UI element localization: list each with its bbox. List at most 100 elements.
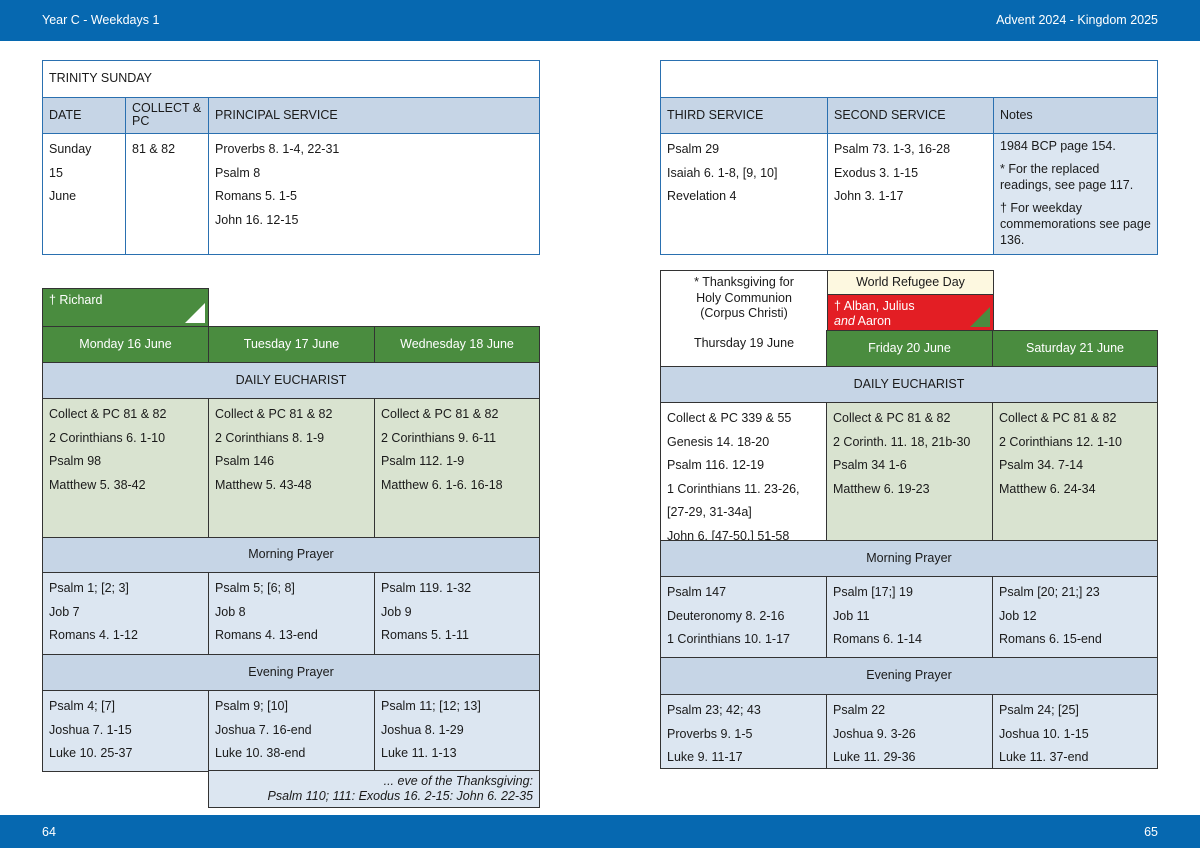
third-cell: Psalm 29 Isaiah 6. 1-8, [9, 10] Revelation… (660, 133, 828, 255)
day-label: Wednesday 18 June (400, 337, 514, 351)
reading-line: Psalm 4; [7] (49, 699, 115, 713)
col-header-notes: Notes (993, 97, 1158, 134)
morning-prayer-cell: Psalm 119. 1-32 Job 9 Romans 5. 1-11 (374, 572, 540, 655)
date-line: 15 (49, 165, 63, 180)
band-morning-label: Morning Prayer (248, 547, 334, 561)
reading-line: Psalm 1; [2; 3] (49, 581, 129, 595)
reading-line: Romans 5. 1-11 (381, 628, 470, 642)
morning-prayer-cell: Psalm [17;] 19 Job 11 Romans 6. 1-14 (826, 576, 993, 658)
band-eucharist: DAILY EUCHARIST (660, 366, 1158, 403)
reading-line: Proverbs 9. 1-5 (667, 726, 753, 741)
band-morning: Morning Prayer (660, 540, 1158, 577)
reading-line: Romans 6. 15-end (999, 632, 1102, 646)
reading-line: Psalm 112. 1-9 (381, 454, 465, 468)
commemoration-richard: † Richard (42, 288, 209, 327)
reading-line: Collect & PC 81 & 82 (999, 411, 1117, 425)
reading-line: Psalm 11; [12; 13] (381, 699, 481, 713)
second-cell: Psalm 73. 1-3, 16-28 Exodus 3. 1-15 John 3… (827, 133, 994, 255)
reading-line: Joshua 10. 1-15 (999, 726, 1089, 741)
eve-note-line: ... eve of the Thanksgiving: (383, 774, 533, 788)
col-date-label: DATE (49, 108, 82, 122)
reading-line: Joshua 7. 1-15 (49, 722, 132, 737)
eucharist-cell: Collect & PC 81 & 82 2 Corinthians 8. 1-9… (208, 398, 375, 538)
commemoration-rest: Aaron (854, 314, 891, 328)
eucharist-cell: Collect & PC 81 & 82 2 Corinthians 12. 1-… (992, 402, 1158, 541)
notes-cell: 1984 BCP page 154. * For the replaced rea… (993, 133, 1158, 255)
reading-line: Matthew 6. 24-34 (999, 481, 1096, 496)
evening-prayer-cell: Psalm 22 Joshua 9. 3-26 Luke 11. 29-36 (826, 694, 993, 769)
reading-line: Exodus 3. 1-15 (834, 165, 919, 180)
reading-line: Collect & PC 81 & 82 (49, 407, 167, 421)
reading-line: Matthew 5. 43-48 (215, 477, 312, 492)
reading-line: Psalm 22 (833, 703, 886, 717)
reading-line: Psalm 98 (49, 454, 102, 468)
reading-line: Psalm 24; [25] (999, 703, 1079, 717)
note-line: 1984 BCP page 154. (1000, 139, 1116, 153)
green-triangle-icon (970, 307, 990, 327)
evening-prayer-cell: Psalm 11; [12; 13] Joshua 8. 1-29 Luke 11.… (374, 690, 540, 772)
col-second-label: SECOND SERVICE (834, 108, 946, 122)
reading-line: 1 Corinthians 11. 23-26, (667, 481, 800, 496)
reading-line: John 3. 1-17 (834, 189, 904, 203)
day-label: Friday 20 June (868, 341, 951, 355)
reading-line: 2 Corinthians 9. 6-11 (381, 430, 497, 445)
feast-line: * Thanksgiving for (694, 275, 794, 289)
day-label: Monday 16 June (79, 337, 172, 351)
col-third-label: THIRD SERVICE (667, 108, 764, 122)
reading-line: Collect & PC 339 & 55 (667, 411, 792, 425)
day-header: Wednesday 18 June (374, 326, 540, 363)
col-header-third: THIRD SERVICE (660, 97, 828, 134)
reading-line: Joshua 7. 16-end (215, 722, 312, 737)
eve-note-line: Psalm 110; 111: Exodus 16. 2-15: John 6.… (267, 789, 533, 803)
reading-line: 2 Corinth. 11. 18, 21b-30 (833, 434, 971, 449)
eucharist-cell: Collect & PC 81 & 82 2 Corinth. 11. 18, 2… (826, 402, 993, 541)
reading-line: Romans 6. 1-14 (833, 632, 922, 646)
evening-prayer-cell: Psalm 4; [7] Joshua 7. 1-15 Luke 10. 25-37 (42, 690, 209, 772)
reading-line: Psalm 29 (667, 142, 720, 156)
reading-line: 2 Corinthians 6. 1-10 (49, 430, 166, 445)
commemoration-alban: † Alban, Julius and Aaron (827, 294, 994, 331)
evening-prayer-cell: Psalm 9; [10] Joshua 7. 16-end Luke 10. 38… (208, 690, 375, 772)
collect-line: 81 & 82 (132, 142, 176, 156)
reading-line: Collect & PC 81 & 82 (833, 411, 951, 425)
world-day: World Refugee Day (827, 270, 994, 295)
reading-line: John 6. [47-50,] 51-58 (667, 528, 790, 543)
reading-line: Revelation 4 (667, 189, 737, 203)
reading-line: Proverbs 8. 1-4, 22-31 (215, 142, 340, 156)
white-triangle-icon (185, 303, 205, 323)
day-label: Thursday 19 June (693, 335, 795, 350)
band-evening: Evening Prayer (660, 657, 1158, 695)
date-line: Sunday (49, 142, 92, 156)
page-number-right: 65 (1144, 825, 1158, 839)
band-evening-label: Evening Prayer (866, 668, 952, 682)
reading-line: Psalm 147 (667, 585, 727, 599)
band-eucharist-label: DAILY EUCHARIST (235, 373, 347, 387)
reading-line: Matthew 5. 38-42 (49, 477, 146, 492)
day-label: Saturday 21 June (1026, 341, 1124, 355)
reading-line: Psalm 23; 42; 43 (667, 703, 761, 717)
reading-line: [27-29, 31-34a] (667, 505, 752, 519)
reading-line: Luke 10. 38-end (215, 746, 306, 760)
reading-line: Job 7 (49, 604, 80, 619)
reading-line: Luke 10. 25-37 (49, 746, 133, 760)
eucharist-cell: Collect & PC 81 & 82 2 Corinthians 6. 1-1… (42, 398, 209, 538)
reading-line: Psalm [20; 21;] 23 (999, 585, 1100, 599)
reading-line: Romans 4. 13-end (215, 628, 318, 642)
world-day-label: World Refugee Day (856, 275, 965, 289)
eve-note: ... eve of the Thanksgiving: Psalm 110; 1… (208, 770, 540, 808)
reading-line: Isaiah 6. 1-8, [9, 10] (667, 165, 778, 180)
band-eucharist: DAILY EUCHARIST (42, 362, 540, 399)
morning-prayer-cell: Psalm 147 Deuteronomy 8. 2-16 1 Corinthian… (660, 576, 827, 658)
reading-line: Luke 9. 11-17 (667, 750, 743, 764)
reading-line: Job 12 (999, 608, 1037, 623)
reading-line: Psalm 8 (215, 165, 261, 180)
reading-line: Luke 11. 1-13 (381, 746, 457, 760)
day-header: Monday 16 June (42, 326, 209, 363)
note-line: * For the replaced readings, see page 11… (1000, 162, 1134, 192)
page-number-left: 64 (42, 825, 56, 839)
page-footer: 64 65 (0, 815, 1200, 848)
reading-line: Deuteronomy 8. 2-16 (667, 608, 785, 623)
reading-line: Psalm 5; [6; 8] (215, 581, 295, 595)
sunday-collect-cell: 81 & 82 (125, 133, 209, 255)
evening-prayer-cell: Psalm 23; 42; 43 Proverbs 9. 1-5 Luke 9. 1… (660, 694, 827, 769)
